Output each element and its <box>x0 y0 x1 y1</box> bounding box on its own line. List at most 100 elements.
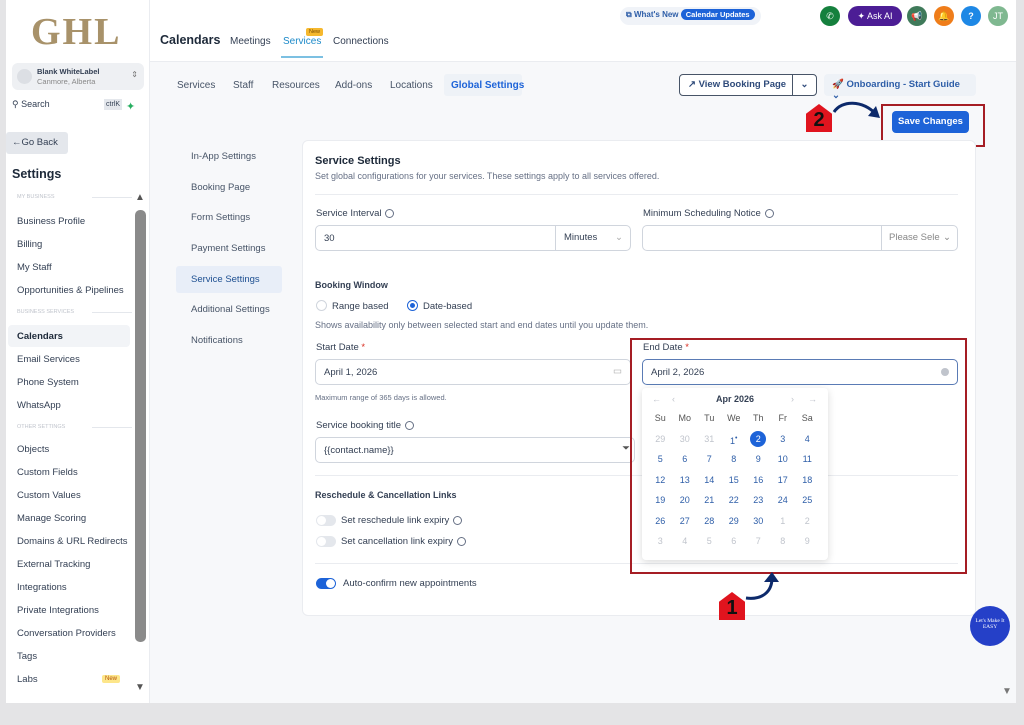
sidebar-item-whatsapp[interactable]: WhatsApp <box>17 400 61 411</box>
go-back-button[interactable]: ←Go Back <box>6 132 68 154</box>
notice-unit-select[interactable]: Please Sele ⌄ <box>881 226 958 250</box>
chevron-down-icon[interactable]: ⌄ <box>792 75 816 95</box>
sidebar-item-calendars[interactable]: Calendars <box>17 331 63 342</box>
avatar[interactable]: JT <box>988 6 1008 26</box>
scroll-up-arrow[interactable]: ▲ <box>135 192 145 203</box>
calendar-day[interactable]: 26 <box>655 515 666 526</box>
service-interval-input[interactable]: 30 Minutes ⌄ <box>315 225 631 251</box>
calendar-day[interactable]: 16 <box>753 474 764 485</box>
sidebar-item-opportunities[interactable]: Opportunities & Pipelines <box>17 285 124 296</box>
info-icon[interactable] <box>764 208 774 218</box>
booking-title-input[interactable]: {{contact.name}} ⏷ <box>315 437 635 463</box>
sidebar-item-conversation-providers[interactable]: Conversation Providers <box>17 628 116 639</box>
calendar-day[interactable]: 5 <box>657 454 663 464</box>
view-booking-page-button[interactable]: ↗ View Booking Page ⌄ <box>679 74 817 96</box>
sidebar-item-tags[interactable]: Tags <box>17 651 38 662</box>
radio-range-based[interactable] <box>316 300 327 311</box>
subtab-locations[interactable]: Locations <box>390 80 433 91</box>
calendar-day[interactable]: 29 <box>728 515 739 526</box>
calendar-day[interactable]: 19 <box>655 495 666 505</box>
radio-date-based[interactable] <box>407 300 418 311</box>
sidebar-item-private-integrations[interactable]: Private Integrations <box>17 605 99 616</box>
sidebar-item-integrations[interactable]: Integrations <box>17 582 67 593</box>
calendar-day-selected[interactable]: 2 <box>746 429 771 450</box>
info-icon[interactable] <box>456 536 466 546</box>
calendar-day[interactable]: 30 <box>753 515 764 526</box>
subtab-resources[interactable]: Resources <box>272 80 320 91</box>
help-icon[interactable]: ? <box>961 6 981 26</box>
whats-new-button[interactable]: ⧉ What's New Calendar Updates <box>620 7 761 25</box>
calendar-day[interactable]: 8 <box>731 454 737 464</box>
calendar-day[interactable]: 14 <box>704 474 715 485</box>
calendar-day[interactable]: 28 <box>704 515 715 526</box>
calendar-day[interactable]: 4 <box>804 433 810 444</box>
nav-service-settings[interactable]: Service Settings <box>191 274 260 285</box>
tab-connections[interactable]: Connections <box>333 36 389 47</box>
prev-year-icon[interactable]: ← <box>652 394 661 404</box>
sidebar-item-email-services[interactable]: Email Services <box>17 354 80 365</box>
info-icon[interactable] <box>405 420 415 430</box>
sidebar-item-billing[interactable]: Billing <box>17 239 43 250</box>
quick-add-icon[interactable]: ✦ <box>126 101 136 113</box>
auto-confirm-toggle[interactable] <box>316 578 336 589</box>
cancellation-expiry-toggle[interactable] <box>316 536 336 547</box>
sidebar-item-objects[interactable]: Objects <box>17 444 50 455</box>
subtab-addons[interactable]: Add-ons <box>335 80 373 91</box>
calendar-day[interactable]: 23 <box>753 495 764 505</box>
calendar-day[interactable]: 12 <box>655 474 666 485</box>
clear-icon[interactable] <box>941 368 949 376</box>
megaphone-icon[interactable]: 📢 <box>907 6 927 26</box>
calendar-day[interactable]: 22 <box>728 495 739 505</box>
calendar-day[interactable]: 3 <box>780 433 786 444</box>
prev-month-icon[interactable]: ‹ <box>672 394 675 404</box>
reschedule-expiry-toggle[interactable] <box>316 515 336 526</box>
save-changes-button[interactable]: Save Changes <box>892 111 969 133</box>
brand-badge[interactable]: Let's Make It EASY <box>970 606 1010 646</box>
tab-meetings[interactable]: Meetings <box>230 36 271 47</box>
ask-ai-button[interactable]: ✦ Ask AI <box>848 6 902 26</box>
nav-payment-settings[interactable]: Payment Settings <box>191 243 266 254</box>
tag-icon[interactable]: ⏷ <box>622 443 630 454</box>
sidebar-item-business-profile[interactable]: Business Profile <box>17 216 86 227</box>
subtab-services[interactable]: Services <box>177 80 216 91</box>
start-date-input[interactable]: April 1, 2026 ▭ <box>315 359 631 385</box>
onboarding-guide-button[interactable]: 🚀 Onboarding - Start Guide ⌄ <box>824 74 976 101</box>
sidebar-item-custom-values[interactable]: Custom Values <box>17 490 81 501</box>
calendar-day[interactable]: 1• <box>730 434 738 446</box>
phone-icon[interactable]: ✆ <box>820 6 840 26</box>
nav-notifications[interactable]: Notifications <box>191 335 243 346</box>
calendar-day[interactable]: 21 <box>704 495 715 505</box>
sidebar-item-labs[interactable]: Labs <box>17 674 38 685</box>
min-notice-input[interactable]: Please Sele ⌄ <box>642 225 958 251</box>
scroll-down-arrow[interactable]: ▼ <box>1002 686 1012 697</box>
calendar-day[interactable]: 27 <box>679 515 690 526</box>
calendar-day[interactable]: 18 <box>802 474 813 485</box>
next-year-icon[interactable]: → <box>808 394 817 404</box>
calendar-day[interactable]: 10 <box>777 454 788 464</box>
calendar-day[interactable]: 17 <box>777 474 788 485</box>
next-month-icon[interactable]: › <box>791 394 794 404</box>
sidebar-item-domains[interactable]: Domains & URL Redirects <box>17 536 128 547</box>
calendar-day[interactable]: 9 <box>755 454 761 464</box>
subtab-global-settings[interactable]: Global Settings <box>451 80 525 91</box>
nav-booking-page[interactable]: Booking Page <box>191 182 251 193</box>
scroll-down-arrow[interactable]: ▼ <box>135 682 145 693</box>
info-icon[interactable] <box>385 208 395 218</box>
calendar-day[interactable]: 25 <box>802 495 813 505</box>
bell-icon[interactable]: 🔔 <box>934 6 954 26</box>
calendar-day[interactable]: 7 <box>706 454 712 464</box>
subtab-staff[interactable]: Staff <box>233 80 254 91</box>
end-date-input[interactable]: April 2, 2026 <box>642 359 958 385</box>
calendar-day[interactable]: 15 <box>728 474 739 485</box>
sidebar-item-custom-fields[interactable]: Custom Fields <box>17 467 78 478</box>
search-input[interactable]: ⚲ Search ctrlK <box>12 99 124 116</box>
sidebar-item-my-staff[interactable]: My Staff <box>17 262 52 273</box>
sidebar-scrollbar[interactable] <box>135 210 146 642</box>
interval-unit-select[interactable]: Minutes ⌄ <box>555 226 631 250</box>
sidebar-item-external-tracking[interactable]: External Tracking <box>17 559 91 570</box>
sidebar-item-manage-scoring[interactable]: Manage Scoring <box>17 513 87 524</box>
calendar-day[interactable]: 24 <box>777 495 788 505</box>
nav-in-app-settings[interactable]: In-App Settings <box>191 151 256 162</box>
calendar-day[interactable]: 20 <box>679 495 690 505</box>
info-icon[interactable] <box>453 515 463 525</box>
